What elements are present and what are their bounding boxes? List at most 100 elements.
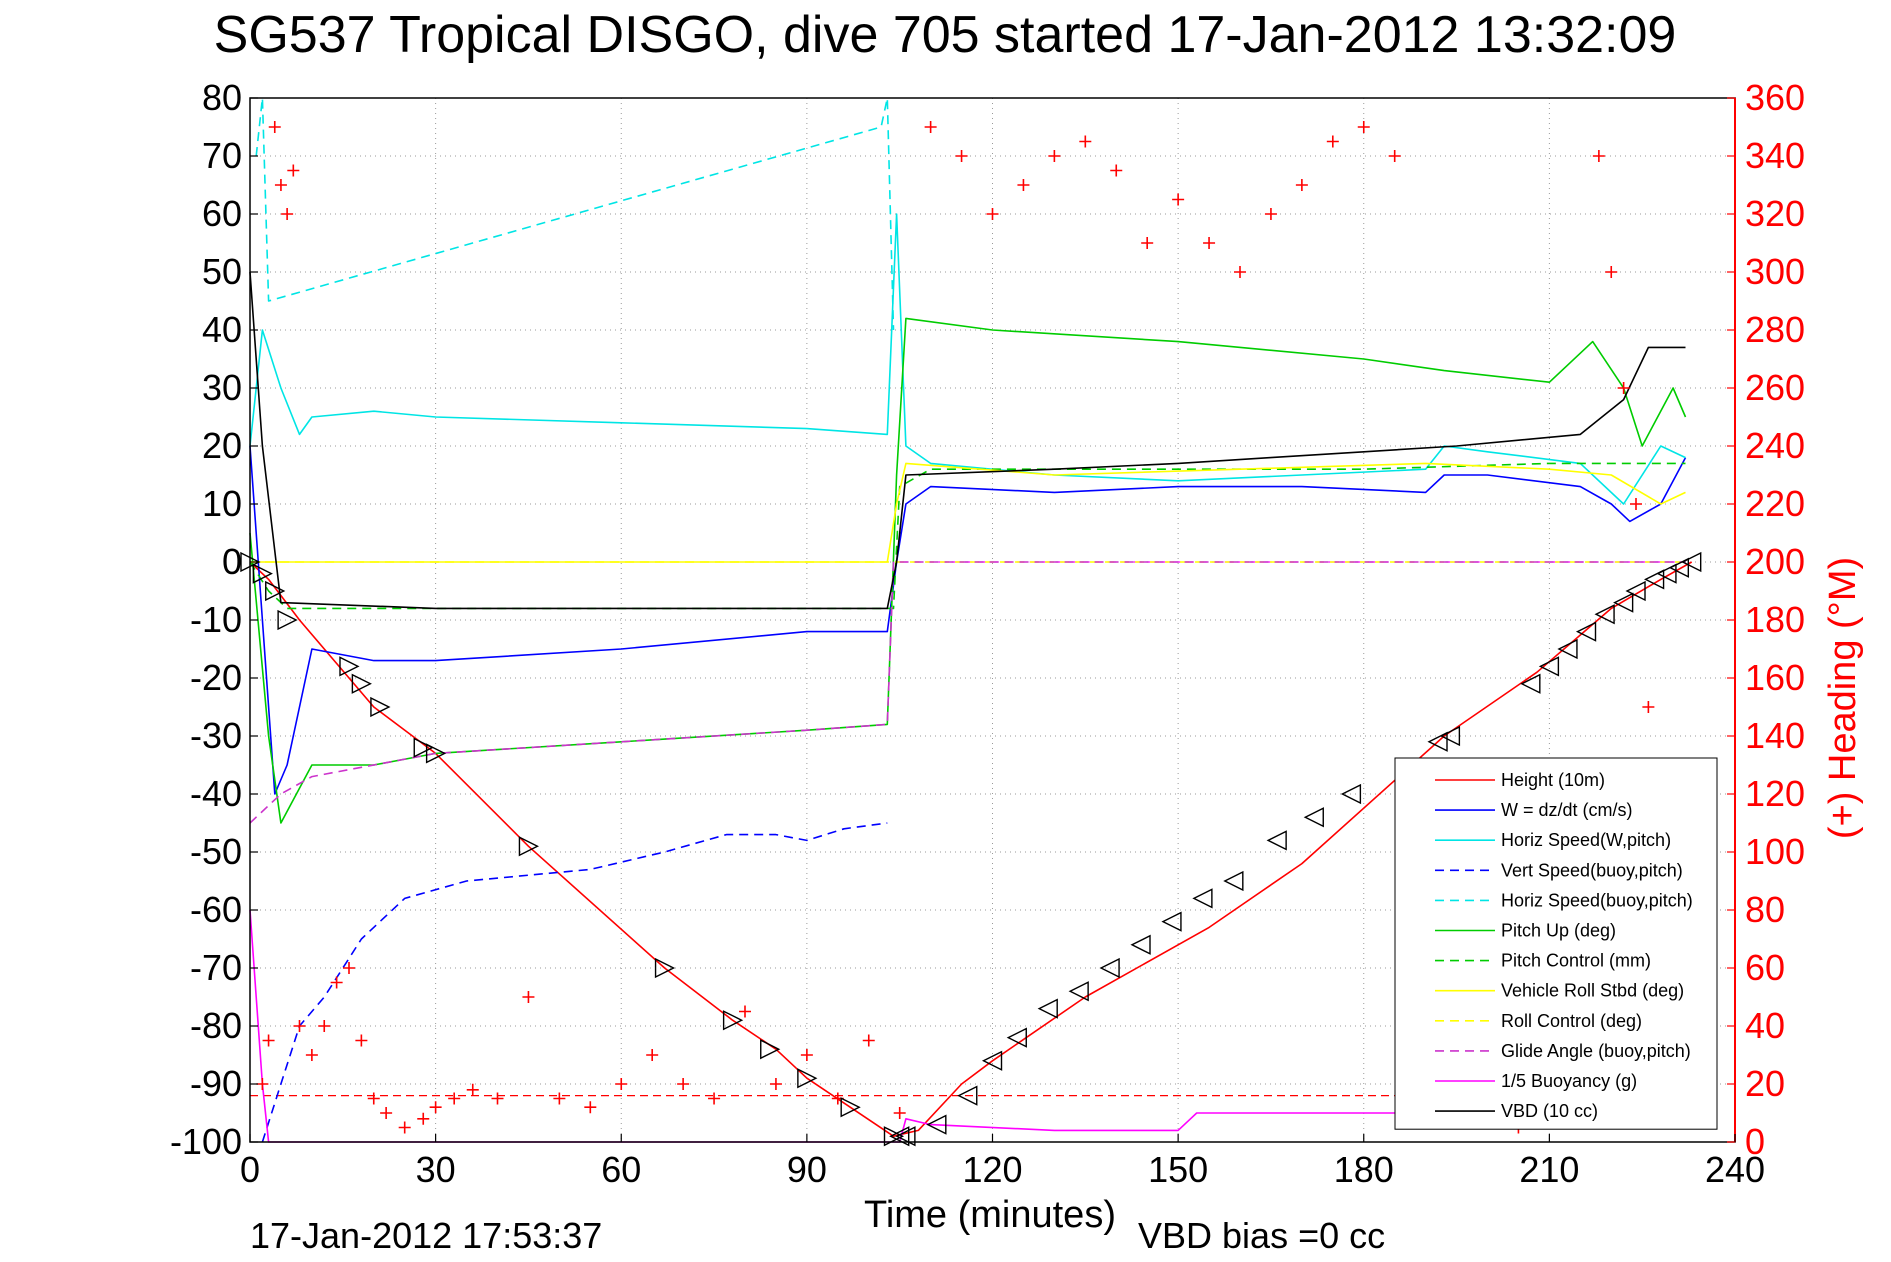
heading-point (330, 976, 343, 989)
heading-point (448, 1092, 461, 1105)
heading-point (1079, 135, 1092, 148)
triangle-marker (1625, 580, 1646, 602)
triangle-marker (957, 1085, 978, 1106)
triangle-marker (1668, 557, 1690, 578)
heading-point (986, 208, 999, 220)
triangle-marker (1303, 807, 1324, 828)
heading-point (318, 1020, 331, 1032)
left-tick-label: 50 (202, 251, 242, 292)
triangle-marker (840, 1097, 861, 1118)
triangle-marker (797, 1068, 818, 1089)
footer-vbd-bias: VBD bias =0 cc (1138, 1215, 1385, 1256)
right-tick-label: 80 (1745, 889, 1785, 930)
series-lines (249, 97, 1693, 1143)
heading-point (1110, 164, 1123, 177)
left-tick-label: -80 (190, 1005, 242, 1046)
legend-label-5: Pitch Up (deg) (1501, 921, 1616, 941)
triangle-marker (1068, 981, 1089, 1002)
right-tick-label: 320 (1745, 193, 1805, 234)
right-tick-label: 20 (1745, 1063, 1785, 1104)
series-line-11 (249, 271, 1686, 610)
heading-point (491, 1092, 504, 1105)
legend-label-3: Vert Speed(buoy,pitch) (1501, 860, 1683, 880)
triangle-marker (1223, 870, 1244, 892)
heading-point (800, 1049, 813, 1061)
x-tick-label: 60 (601, 1149, 641, 1190)
triangle-marker (1656, 563, 1677, 584)
triangle-marker (895, 1126, 916, 1147)
x-axis-label: Time (minutes) (864, 1194, 1116, 1236)
heading-point (1264, 208, 1277, 220)
left-tick-label: 60 (202, 193, 242, 234)
legend-items: Height (10m) W = dz/dt (cm/s) Horiz Speed(… (1435, 770, 1693, 1121)
heading-point (417, 1112, 430, 1125)
heading-point (677, 1078, 690, 1090)
series-line-5 (249, 317, 1687, 824)
triangle-marker (926, 1114, 947, 1135)
triangle-marker (1538, 656, 1560, 677)
footer-timestamp: 17-Jan-2012 17:53:37 (250, 1215, 602, 1256)
heading-point (1642, 701, 1655, 713)
x-tick-label: 210 (1519, 1149, 1579, 1190)
right-tick-label: 280 (1745, 309, 1805, 350)
x-axis-ticks: 0 30 60 90 120 150 180 210 240 (240, 1134, 1765, 1190)
triangle-marker (339, 656, 360, 677)
right-tick-label: 260 (1745, 367, 1805, 408)
heading-point (1630, 498, 1642, 510)
heading-point (305, 1049, 318, 1061)
chart-title: SG537 Tropical DISGO, dive 705 started 1… (214, 6, 1677, 64)
right-tick-label: 120 (1745, 773, 1805, 814)
left-tick-label: 70 (202, 135, 242, 176)
right-tick-label: 0 (1745, 1121, 1765, 1162)
left-tick-label: 30 (202, 367, 242, 408)
triangle-marker (277, 609, 298, 631)
triangle-marker (981, 1050, 1003, 1071)
triangle-marker (1613, 592, 1634, 613)
heading-point (287, 164, 300, 177)
heading-point (1357, 121, 1370, 133)
left-tick-label: -10 (190, 599, 242, 640)
series-line-4 (255, 97, 895, 331)
heading-point (1234, 266, 1246, 278)
heading-point (466, 1083, 479, 1096)
right-axis-label: (+) Heading (°M) (1822, 557, 1864, 839)
right-tick-label: 100 (1745, 831, 1805, 872)
left-axis-ticks: 80 70 60 50 40 30 20 10 0 -10 -20 -30 -40 -50 -60 -70 -8… (170, 77, 258, 1162)
left-tick-label: -100 (170, 1121, 242, 1162)
heading-point (522, 991, 535, 1003)
triangle-marker (1681, 551, 1702, 573)
series-line-3 (261, 822, 888, 1143)
legend-label-10: 1/5 Buoyancy (g) (1501, 1071, 1637, 1091)
x-tick-label: 180 (1334, 1149, 1394, 1190)
x-tick-label: 30 (416, 1149, 456, 1190)
triangle-marker (722, 1010, 744, 1031)
legend-box (1394, 757, 1718, 1130)
heading-point (1172, 193, 1185, 206)
triangle-marker (1557, 638, 1578, 660)
triangle-marker (1006, 1027, 1027, 1048)
heading-point (1326, 135, 1339, 148)
legend-label-6: Pitch Control (mm) (1501, 951, 1651, 971)
heading-point (708, 1092, 721, 1105)
triangle-marker (425, 743, 447, 764)
triangle-marker (1037, 998, 1058, 1019)
x-tick-label: 0 (240, 1149, 260, 1190)
series-line-9 (249, 561, 1686, 824)
heading-point (274, 179, 287, 191)
x-tick-label: 90 (787, 1149, 827, 1190)
left-tick-label: -20 (190, 657, 242, 698)
triangle-marker (889, 1126, 910, 1147)
heading-point (584, 1101, 597, 1114)
heading-point (281, 208, 294, 220)
heading-point (893, 1107, 906, 1119)
heading-point (429, 1101, 442, 1114)
triangle-marker (1161, 911, 1182, 932)
heading-point (1605, 266, 1618, 278)
right-tick-label: 300 (1745, 251, 1805, 292)
heading-point (862, 1034, 875, 1047)
triangle-marker (654, 957, 676, 979)
heading-point (615, 1078, 628, 1090)
heading-point (355, 1034, 368, 1047)
heading-point (1592, 150, 1605, 162)
